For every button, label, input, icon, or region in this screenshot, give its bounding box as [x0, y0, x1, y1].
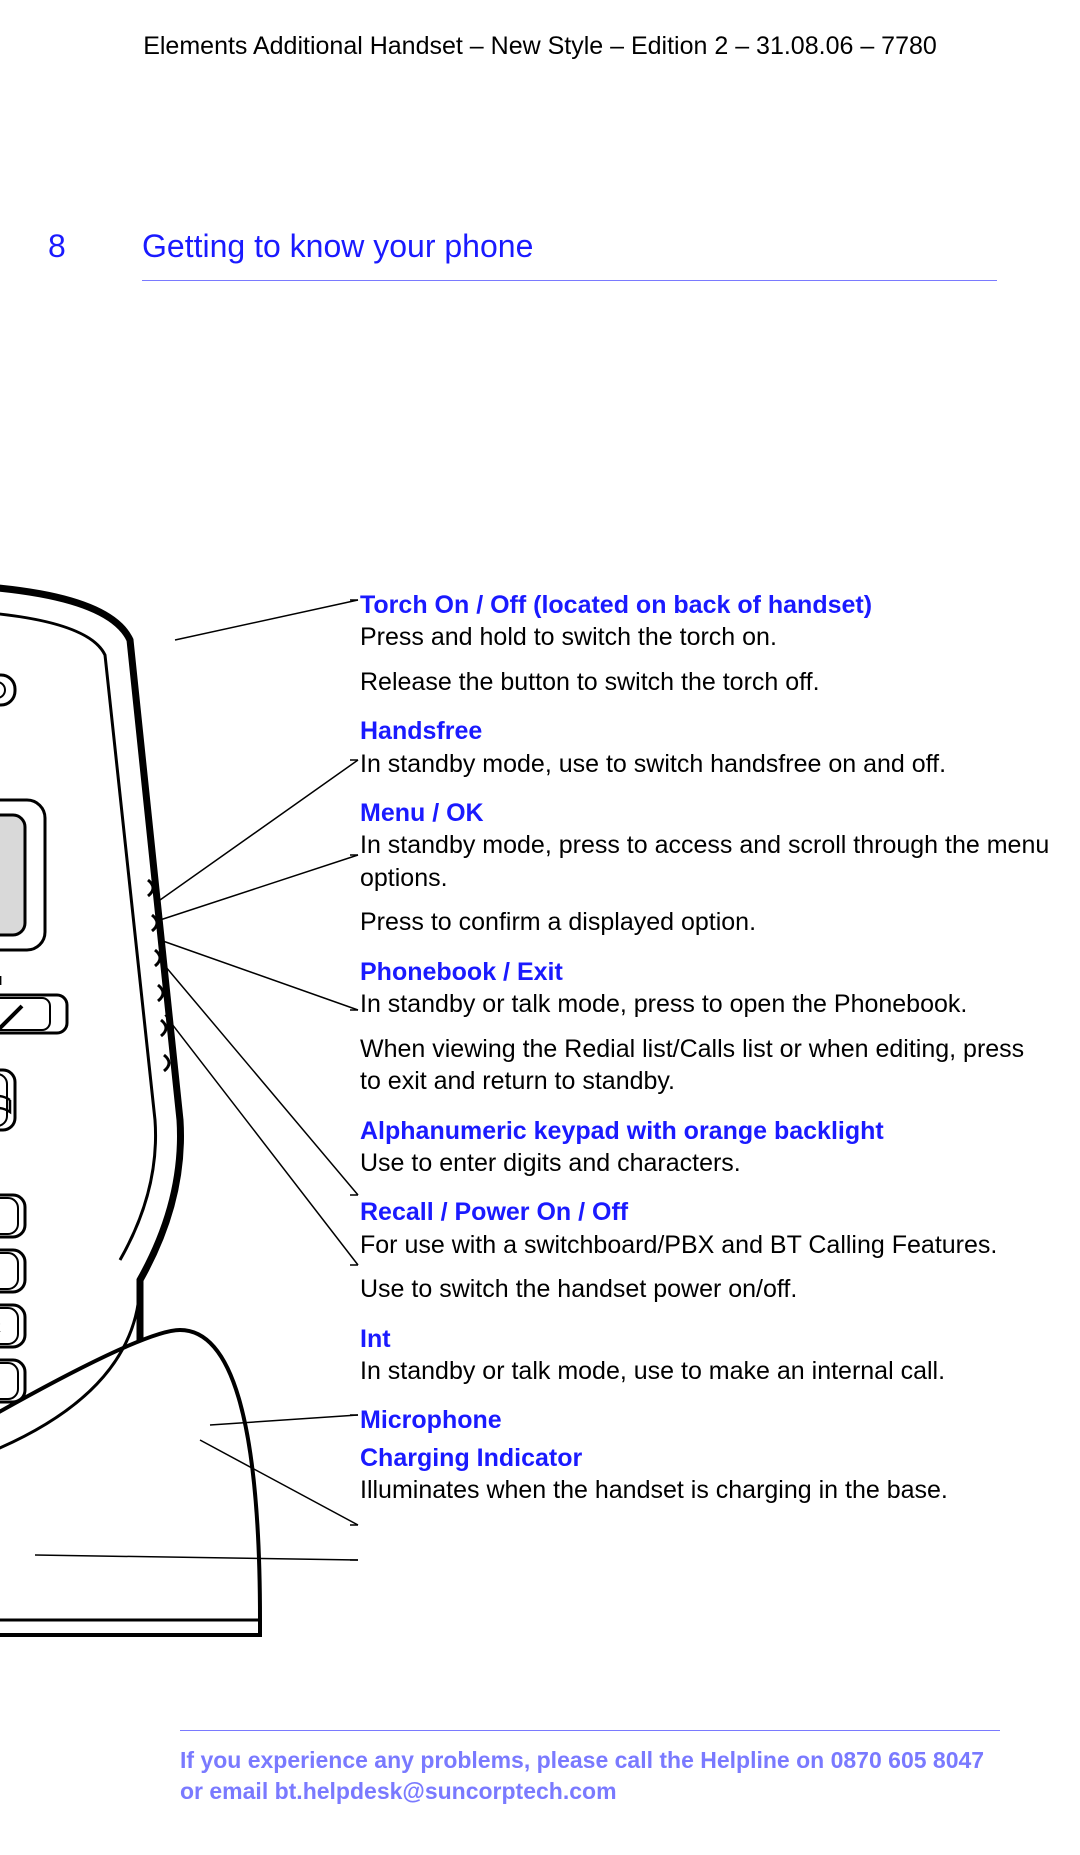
- callout-text: Use to enter digits and characters.: [360, 1147, 1050, 1180]
- callout-title: Microphone: [360, 1405, 1050, 1436]
- doc-header: Elements Additional Handset – New Style …: [0, 32, 1080, 61]
- title-rule: [142, 280, 997, 281]
- callout-text: In standby or talk mode, press to open t…: [360, 988, 1050, 1021]
- callout-text: Release the button to switch the torch o…: [360, 666, 1050, 699]
- callout-charging: Charging Indicator Illuminates when the …: [360, 1443, 1050, 1507]
- callout-title: Int: [360, 1324, 1050, 1355]
- callout-title: Torch On / Off (located on back of hands…: [360, 590, 1050, 621]
- callout-title: Menu / OK: [360, 798, 1050, 829]
- callout-keypad: Alphanumeric keypad with orange backligh…: [360, 1116, 1050, 1180]
- section-title: Getting to know your phone: [142, 228, 533, 265]
- callout-text: Use to switch the handset power on/off.: [360, 1273, 1050, 1306]
- footer-line1: If you experience any problems, please c…: [180, 1747, 984, 1773]
- callout-text: In standby mode, use to switch handsfree…: [360, 748, 1050, 781]
- callout-torch: Torch On / Off (located on back of hands…: [360, 590, 1050, 698]
- callout-recall: Recall / Power On / Off For use with a s…: [360, 1197, 1050, 1305]
- callout-phonebook: Phonebook / Exit In standby or talk mode…: [360, 957, 1050, 1098]
- callout-menu-ok: Menu / OK In standby mode, press to acce…: [360, 798, 1050, 939]
- callout-text: In standby or talk mode, use to make an …: [360, 1355, 1050, 1388]
- callout-title: Alphanumeric keypad with orange backligh…: [360, 1116, 1050, 1147]
- footer-help-text: If you experience any problems, please c…: [180, 1745, 1000, 1807]
- callout-text: Press to confirm a displayed option.: [360, 906, 1050, 939]
- callout-title: Recall / Power On / Off: [360, 1197, 1050, 1228]
- callout-title: Phonebook / Exit: [360, 957, 1050, 988]
- callout-text: Press and hold to switch the torch on.: [360, 621, 1050, 654]
- callouts-column: Torch On / Off (located on back of hands…: [360, 590, 1050, 1524]
- callout-text: For use with a switchboard/PBX and BT Ca…: [360, 1229, 1050, 1262]
- callout-text: When viewing the Redial list/Calls list …: [360, 1033, 1050, 1098]
- callout-handsfree: Handsfree In standby mode, use to switch…: [360, 716, 1050, 780]
- callout-text: Illuminates when the handset is charging…: [360, 1474, 1050, 1507]
- callout-title: Charging Indicator: [360, 1443, 1050, 1474]
- callout-text: In standby mode, press to access and scr…: [360, 829, 1050, 894]
- callout-title: Handsfree: [360, 716, 1050, 747]
- footer-line2: or email bt.helpdesk@suncorptech.com: [180, 1778, 617, 1804]
- menu-label: Menu: [0, 970, 3, 989]
- callout-int: Int In standby or talk mode, use to make…: [360, 1324, 1050, 1388]
- footer-rule: [180, 1730, 1000, 1731]
- phone-illustration: dsfree Menu dial ol alls: [0, 560, 380, 1670]
- page-number: 8: [48, 228, 66, 265]
- key-9-letters: WXYZ: [0, 1321, 1, 1335]
- callout-mic: Microphone: [360, 1405, 1050, 1436]
